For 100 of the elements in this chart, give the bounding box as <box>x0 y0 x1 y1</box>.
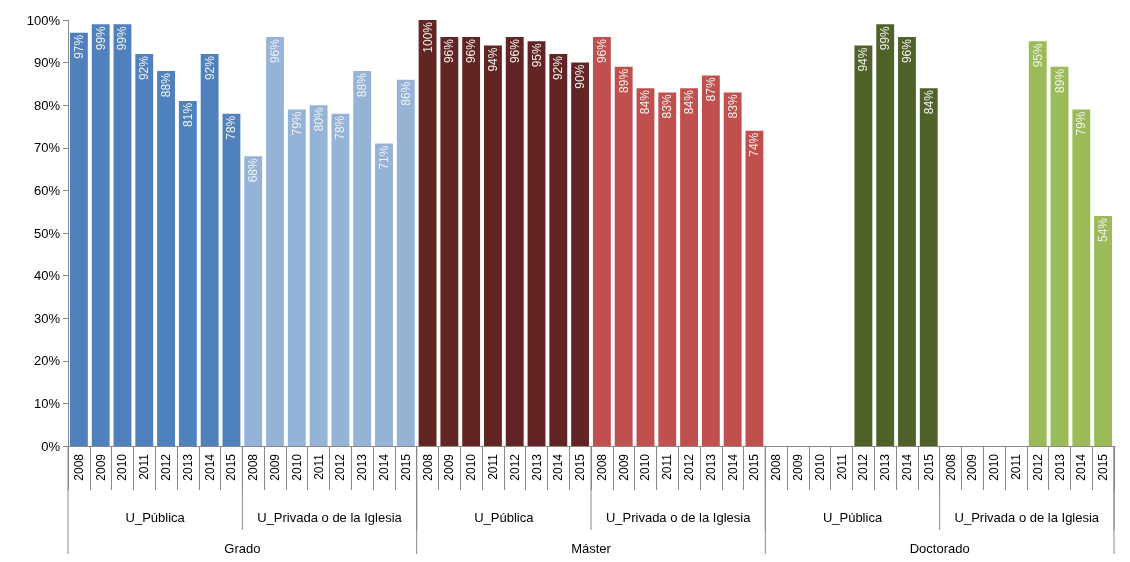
bar <box>527 41 546 446</box>
bar <box>1028 41 1047 446</box>
data-label: 87% <box>703 77 718 102</box>
text: Máster <box>571 540 612 556</box>
text: U_Pública <box>125 509 186 525</box>
bar <box>549 54 568 446</box>
x-tick-label: 2008 <box>769 453 784 481</box>
x-tick-label: 2015 <box>573 453 588 481</box>
bar <box>353 71 372 446</box>
bar <box>505 37 524 446</box>
data-label: 96% <box>464 38 479 64</box>
data-label: 88% <box>355 72 370 98</box>
bar <box>91 24 110 446</box>
bar <box>723 92 742 446</box>
x-tick-label: 2014 <box>202 453 217 481</box>
x-tick-label: 2009 <box>616 453 631 481</box>
x-tick-label: 2011 <box>1008 453 1023 480</box>
x-tick-label: 2008 <box>594 453 609 481</box>
x-tick-label: 2014 <box>725 453 740 481</box>
data-label: 78% <box>333 115 348 140</box>
data-label: 94% <box>856 47 871 72</box>
x-tick-label: 2010 <box>987 453 1002 481</box>
x-tick-label: 2011 <box>485 453 500 480</box>
x-tick-label: 2009 <box>268 453 283 481</box>
data-label: 81% <box>180 102 195 127</box>
x-tick-label: 2009 <box>965 453 980 481</box>
bar <box>636 88 655 446</box>
bar <box>222 113 241 446</box>
data-label: 86% <box>398 81 413 106</box>
y-tick-label: 10% <box>33 395 61 411</box>
data-label: 88% <box>159 72 174 98</box>
data-label: 84% <box>921 89 936 115</box>
data-label: 83% <box>660 94 675 119</box>
x-tick-label: 2010 <box>812 453 827 481</box>
data-label: 74% <box>747 132 762 157</box>
data-label: 100% <box>420 21 435 53</box>
data-label: 78% <box>224 115 239 140</box>
x-tick-label: 2015 <box>747 453 762 481</box>
data-label: 95% <box>529 42 544 68</box>
data-label: 84% <box>638 89 653 115</box>
bar <box>919 88 938 446</box>
x-tick-label: 2012 <box>856 453 871 481</box>
bar <box>375 143 393 446</box>
x-tick-label: 2011 <box>137 453 152 480</box>
x-tick-label: 2015 <box>224 453 239 481</box>
x-tick-label: 2013 <box>529 453 544 481</box>
x-tick-label: 2012 <box>507 453 522 481</box>
x-tick-label: 2009 <box>442 453 457 481</box>
y-tick-label: 90% <box>33 55 61 71</box>
y-tick-label: 70% <box>33 140 61 156</box>
x-tick-label: 2013 <box>180 453 195 481</box>
x-tick-label: 2014 <box>376 453 391 481</box>
bar <box>440 37 459 446</box>
x-tick-label: 2008 <box>943 453 958 481</box>
x-tick-label: 2010 <box>464 453 479 481</box>
bar <box>309 105 328 446</box>
x-tick-label: 2008 <box>420 453 435 481</box>
data-label: 84% <box>682 89 697 115</box>
y-tick-label: 80% <box>33 97 61 113</box>
bar <box>200 54 219 446</box>
bar <box>898 37 916 446</box>
data-label: 83% <box>725 94 740 119</box>
x-tick-label: 2011 <box>660 453 675 480</box>
x-tick-label: 2010 <box>115 453 130 481</box>
data-label: 97% <box>71 34 86 59</box>
bar <box>418 20 437 446</box>
bar <box>701 75 720 446</box>
y-tick-label: 60% <box>33 182 61 198</box>
bar <box>745 130 764 446</box>
text: U_Pública <box>474 509 535 525</box>
x-tick-label: 2013 <box>878 453 893 481</box>
x-tick-label: 2013 <box>355 453 370 481</box>
bar <box>157 71 175 446</box>
x-tick-label: 2008 <box>246 453 261 481</box>
bar <box>113 24 132 446</box>
data-label: 96% <box>594 38 609 64</box>
x-tick-label: 2012 <box>1030 453 1045 481</box>
bar <box>135 54 154 446</box>
x-tick-label: 2012 <box>159 453 174 481</box>
y-tick-label: 0% <box>41 438 61 454</box>
bar <box>331 113 350 446</box>
data-label: 92% <box>551 55 566 81</box>
text: U_Privada o de la Iglesia <box>954 509 1100 525</box>
y-tick-label: 20% <box>33 353 61 369</box>
bar <box>592 37 611 446</box>
data-label: 92% <box>137 55 152 81</box>
data-label: 99% <box>93 25 108 51</box>
data-label: 96% <box>899 38 914 64</box>
text: U_Privada o de la Iglesia <box>605 509 752 525</box>
bar <box>1050 66 1069 446</box>
bar <box>680 88 698 446</box>
bar <box>462 37 481 446</box>
y-tick-label: 50% <box>33 225 61 241</box>
text: U_Privada o de la Iglesia <box>257 509 403 525</box>
x-tick-label: 2012 <box>682 453 697 481</box>
data-label: 68% <box>246 158 261 183</box>
x-tick-label: 2014 <box>899 453 914 481</box>
text: Doctorado <box>909 540 970 556</box>
bar <box>614 66 633 446</box>
bar <box>69 32 88 446</box>
